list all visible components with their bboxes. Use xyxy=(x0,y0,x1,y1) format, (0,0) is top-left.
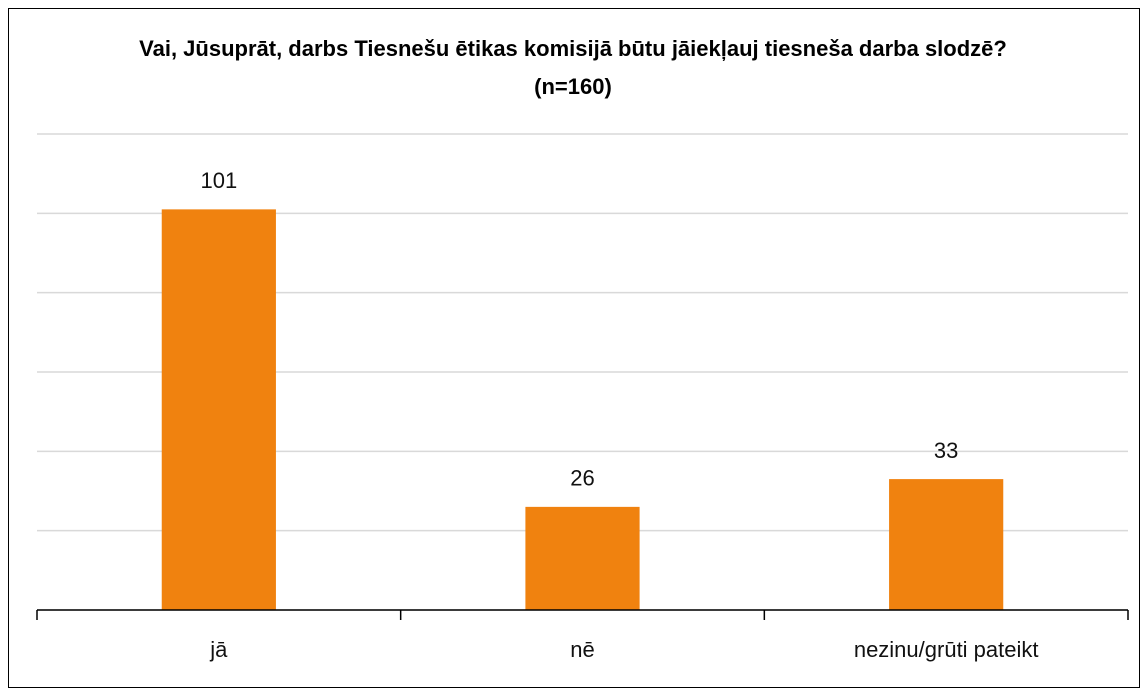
x-tick-label: nē xyxy=(570,637,594,662)
bar xyxy=(525,506,640,610)
bar xyxy=(889,479,1004,610)
x-tick-label: nezinu/grūti pateikt xyxy=(854,637,1039,662)
bar xyxy=(161,209,276,610)
data-label: 33 xyxy=(934,438,958,463)
data-label: 26 xyxy=(570,466,594,491)
chart-title: Vai, Jūsuprāt, darbs Tiesnešu ētikas kom… xyxy=(139,36,1007,99)
x-tick-label: jā xyxy=(209,637,228,662)
data-label: 101 xyxy=(200,168,237,193)
